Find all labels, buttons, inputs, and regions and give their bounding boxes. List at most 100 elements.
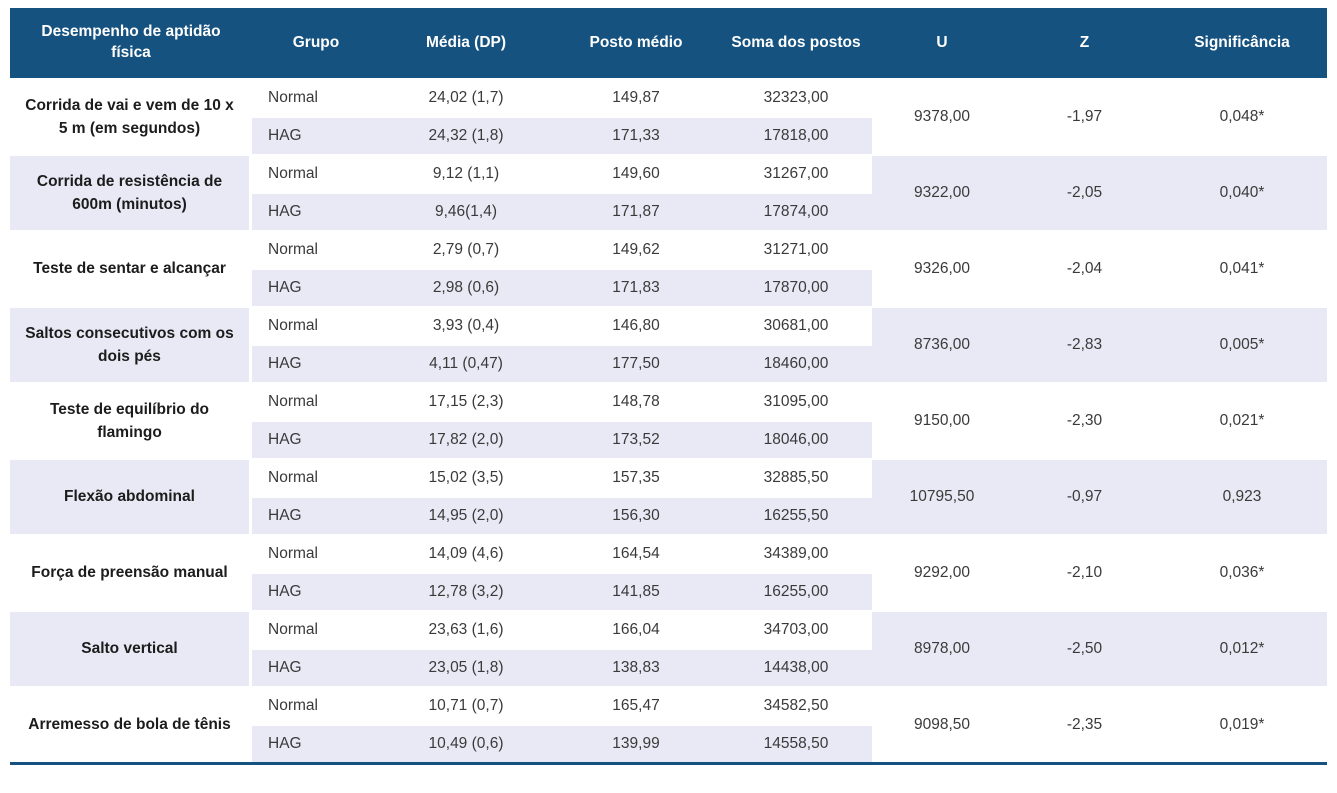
test-name-cell: Salto vertical (10, 610, 252, 686)
rank-sum-cell: 18046,00 (720, 420, 872, 458)
group-cell: HAG (252, 116, 380, 154)
mean-cell: 2,79 (0,7) (380, 230, 552, 268)
mean-rank-cell: 141,85 (552, 572, 720, 610)
group-cell: HAG (252, 648, 380, 686)
group-cell: HAG (252, 496, 380, 534)
table-row: HAG 2,98 (0,6) 171,83 17870,00 (10, 268, 1327, 306)
u-cell: 10795,50 (872, 458, 1012, 534)
mean-cell: 17,15 (2,3) (380, 382, 552, 420)
group-cell: HAG (252, 344, 380, 382)
group-cell: HAG (252, 192, 380, 230)
sig-cell: 0,021* (1157, 382, 1327, 458)
group-cell: Normal (252, 78, 380, 116)
z-cell: -2,35 (1012, 686, 1157, 762)
group-cell: Normal (252, 686, 380, 724)
u-cell: 9292,00 (872, 534, 1012, 610)
table-row: Saltos consecutivos com os dois pés Norma… (10, 306, 1327, 382)
header-group: Grupo (252, 8, 380, 78)
header-z: Z (1012, 8, 1157, 78)
mean-rank-cell: 139,99 (552, 724, 720, 762)
header-significance: Significância (1157, 8, 1327, 78)
group-cell: HAG (252, 724, 380, 762)
rank-sum-cell: 30681,00 (720, 306, 872, 344)
mean-rank-cell: 177,50 (552, 344, 720, 382)
mean-rank-cell: 166,04 (552, 610, 720, 648)
u-cell: 9098,50 (872, 686, 1012, 762)
mean-rank-cell: 149,62 (552, 230, 720, 268)
mean-rank-cell: 148,78 (552, 382, 720, 420)
test-name-cell: Saltos consecutivos com os dois pés (10, 306, 252, 382)
sig-cell: 0,005* (1157, 306, 1327, 382)
rank-sum-cell: 17818,00 (720, 116, 872, 154)
mean-cell: 12,78 (3,2) (380, 572, 552, 610)
z-cell: -2,50 (1012, 610, 1157, 686)
mean-rank-cell: 171,87 (552, 192, 720, 230)
test-name-cell: Teste de sentar e alcançar (10, 230, 252, 306)
mean-cell: 4,11 (0,47) (380, 344, 552, 382)
u-cell: 9322,00 (872, 154, 1012, 230)
mean-rank-cell: 164,54 (552, 534, 720, 572)
table-row: Salto vertical Normal 23,63 (1,6) 166,04 347… (10, 610, 1327, 686)
rank-sum-cell: 34703,00 (720, 610, 872, 648)
sig-cell: 0,041* (1157, 230, 1327, 306)
statistics-table: Desempenho de aptidão física Grupo Média… (10, 8, 1327, 762)
mean-cell: 9,46(1,4) (380, 192, 552, 230)
z-cell: -2,05 (1012, 154, 1157, 230)
rank-sum-cell: 32323,00 (720, 78, 872, 116)
rank-sum-cell: 17870,00 (720, 268, 872, 306)
mean-cell: 9,12 (1,1) (380, 154, 552, 192)
header-test-name: Desempenho de aptidão física (10, 8, 252, 78)
mean-cell: 23,05 (1,8) (380, 648, 552, 686)
mean-cell: 17,82 (2,0) (380, 420, 552, 458)
rank-sum-cell: 16255,00 (720, 572, 872, 610)
mean-rank-cell: 138,83 (552, 648, 720, 686)
rank-sum-cell: 14558,50 (720, 724, 872, 762)
z-cell: -1,97 (1012, 78, 1157, 154)
header-row: Desempenho de aptidão física Grupo Média… (10, 8, 1327, 78)
table-row: HAG 23,05 (1,8) 138,83 14438,00 (10, 648, 1327, 686)
mean-rank-cell: 149,60 (552, 154, 720, 192)
u-cell: 9326,00 (872, 230, 1012, 306)
z-cell: -2,04 (1012, 230, 1157, 306)
u-cell: 8978,00 (872, 610, 1012, 686)
mean-rank-cell: 173,52 (552, 420, 720, 458)
rank-sum-cell: 34582,50 (720, 686, 872, 724)
test-name-cell: Força de preensão manual (10, 534, 252, 610)
table-row: Flexão abdominal Normal 15,02 (3,5) 157,35 3… (10, 458, 1327, 534)
sig-cell: 0,923 (1157, 458, 1327, 534)
mean-cell: 15,02 (3,5) (380, 458, 552, 496)
statistics-table-container: Desempenho de aptidão física Grupo Média… (10, 8, 1327, 765)
group-cell: HAG (252, 420, 380, 458)
table-row: Força de preensão manual Normal 14,09 (4,6… (10, 534, 1327, 610)
mean-rank-cell: 171,33 (552, 116, 720, 154)
table-row: HAG 12,78 (3,2) 141,85 16255,00 (10, 572, 1327, 610)
table-row: HAG 14,95 (2,0) 156,30 16255,50 (10, 496, 1327, 534)
mean-cell: 23,63 (1,6) (380, 610, 552, 648)
group-cell: Normal (252, 382, 380, 420)
test-name-cell: Teste de equilíbrio do flamingo (10, 382, 252, 458)
mean-cell: 2,98 (0,6) (380, 268, 552, 306)
sig-cell: 0,012* (1157, 610, 1327, 686)
rank-sum-cell: 32885,50 (720, 458, 872, 496)
group-cell: Normal (252, 306, 380, 344)
mean-cell: 3,93 (0,4) (380, 306, 552, 344)
header-mean-sd: Média (DP) (380, 8, 552, 78)
mean-cell: 10,71 (0,7) (380, 686, 552, 724)
header-mean-rank: Posto médio (552, 8, 720, 78)
rank-sum-cell: 17874,00 (720, 192, 872, 230)
group-cell: HAG (252, 268, 380, 306)
table-row: Teste de equilíbrio do flamingo Normal 17,… (10, 382, 1327, 458)
z-cell: -2,10 (1012, 534, 1157, 610)
mean-rank-cell: 146,80 (552, 306, 720, 344)
mean-cell: 14,95 (2,0) (380, 496, 552, 534)
mean-cell: 24,02 (1,7) (380, 78, 552, 116)
u-cell: 9378,00 (872, 78, 1012, 154)
u-cell: 8736,00 (872, 306, 1012, 382)
table-row: Arremesso de bola de tênis Normal 10,71 (0… (10, 686, 1327, 762)
table-row: Teste de sentar e alcançar Normal 2,79 (0,… (10, 230, 1327, 306)
table-row: HAG 4,11 (0,47) 177,50 18460,00 (10, 344, 1327, 382)
rank-sum-cell: 14438,00 (720, 648, 872, 686)
mean-cell: 14,09 (4,6) (380, 534, 552, 572)
mean-rank-cell: 165,47 (552, 686, 720, 724)
header-rank-sum: Soma dos postos (720, 8, 872, 78)
